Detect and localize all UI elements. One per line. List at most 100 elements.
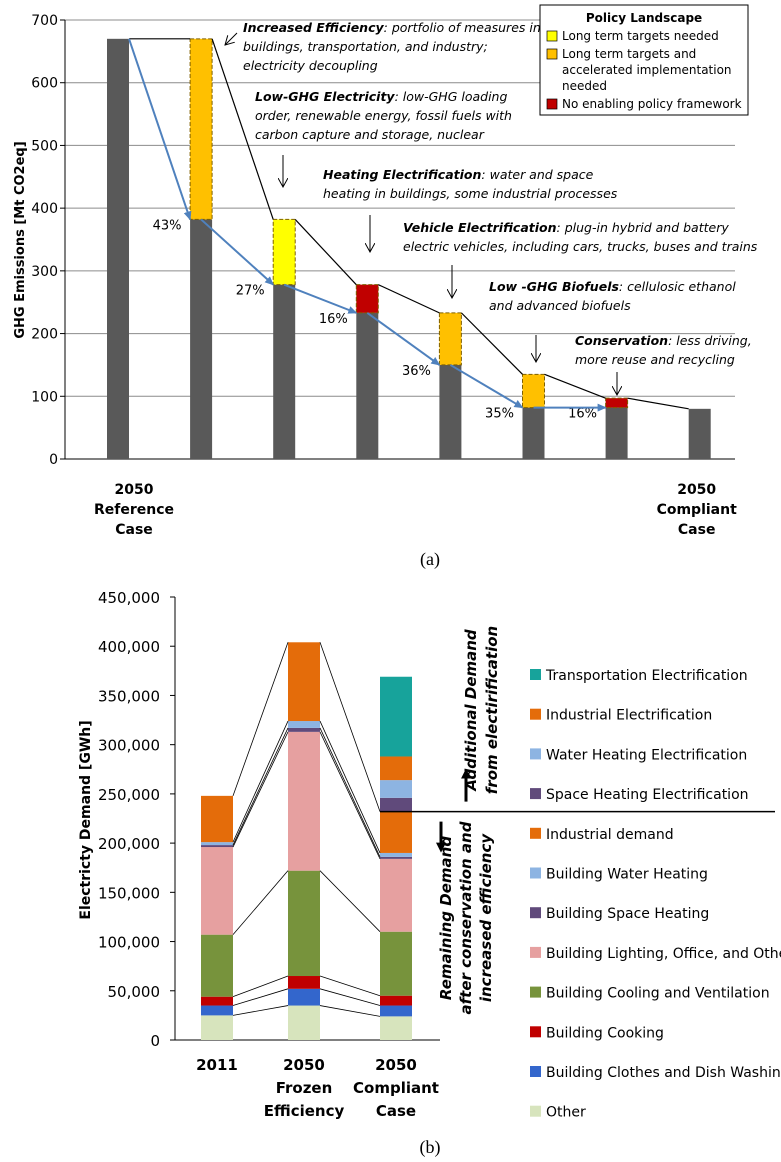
legend-label: Long term targets needed xyxy=(562,29,719,43)
layer-connector xyxy=(319,720,381,854)
annotation: increased efficiency xyxy=(477,833,495,1002)
annotation-title: Conservation xyxy=(575,333,668,348)
y-tick-label: 600 xyxy=(31,76,58,92)
annotation-text: order, renewable energy, fossil fuels wi… xyxy=(255,108,512,123)
legend-swatch xyxy=(530,907,541,919)
y-axis-label: Electricty Demand [GWh] xyxy=(78,720,94,919)
annotation: Vehicle Electrification: plug-in hybrid … xyxy=(403,220,729,235)
y-tick-label: 500 xyxy=(31,138,58,154)
x-tick-label: Compliant xyxy=(657,502,738,518)
layer-connector xyxy=(232,1005,289,1016)
bar xyxy=(190,219,213,459)
x-tick-label: Compliant xyxy=(353,1079,439,1097)
annotation-text: and advanced biofuels xyxy=(489,298,631,313)
step-connector xyxy=(294,219,357,286)
bar xyxy=(273,284,296,459)
y-tick-label: 100 xyxy=(31,389,58,405)
reduction-arrow xyxy=(449,364,524,409)
x-tick-label: Efficiency xyxy=(264,1102,345,1120)
annotation-text: : water and space xyxy=(481,167,593,182)
annotation-text: buildings, transportation, and industry; xyxy=(243,39,488,54)
y-tick-label: 300,000 xyxy=(98,737,160,755)
x-tick-label: Case xyxy=(115,522,153,538)
step-connector xyxy=(378,284,440,314)
bar-segment xyxy=(201,845,233,848)
annotation-text: more reuse and recycling xyxy=(575,352,735,367)
bar-segment xyxy=(380,811,412,853)
bar-segment xyxy=(288,1005,320,1040)
x-tick-label: 2011 xyxy=(196,1056,238,1074)
legend-swatch xyxy=(530,1066,541,1077)
share-label: 43% xyxy=(153,218,182,233)
bar-segment xyxy=(380,780,412,798)
y-tick-label: 200,000 xyxy=(98,835,160,853)
step-connector xyxy=(627,397,689,410)
x-tick-label: 2050 xyxy=(283,1056,325,1074)
layer-connector xyxy=(232,642,289,796)
legend-label: Water Heating Electrification xyxy=(546,747,747,763)
bar xyxy=(605,407,628,459)
reduction-arrow xyxy=(283,283,358,314)
reduction-arrow xyxy=(200,218,274,286)
annotation-title: Low -GHG Biofuels xyxy=(489,279,619,294)
step-connector xyxy=(544,373,606,399)
share-label: 16% xyxy=(568,407,597,422)
layer-connector xyxy=(319,727,381,858)
reduction-bar xyxy=(355,284,379,314)
x-tick-label: Frozen xyxy=(276,1079,333,1097)
bar-segment xyxy=(201,842,233,846)
layer-connector xyxy=(319,642,381,812)
step-connector xyxy=(460,312,523,375)
y-tick-label: 50,000 xyxy=(108,983,161,1001)
y-tick-label: 150,000 xyxy=(98,884,160,902)
bar-segment xyxy=(201,996,233,1006)
bar-segment xyxy=(288,731,320,871)
x-tick-label: 2050 xyxy=(115,482,154,498)
y-tick-label: 400 xyxy=(31,201,58,217)
legend-title: Policy Landscape xyxy=(586,11,702,25)
legend-swatch xyxy=(530,669,541,680)
layer-connector xyxy=(232,870,289,935)
bar-segment xyxy=(380,797,412,812)
legend-label: Building Water Heating xyxy=(546,867,708,883)
bar xyxy=(688,408,711,459)
bar-segment xyxy=(380,676,412,757)
legend-label: Space Heating Electrification xyxy=(546,787,749,803)
bar-segment xyxy=(288,988,320,1006)
bar-segment xyxy=(201,847,233,935)
x-tick-label: Case xyxy=(376,1102,416,1120)
annotation: Low -GHG Biofuels: cellulosic ethanol xyxy=(489,279,736,294)
annotation-title: Vehicle Electrification xyxy=(403,220,557,235)
layer-connector xyxy=(232,727,289,846)
bar-segment xyxy=(288,727,320,732)
layer-connector xyxy=(232,731,289,848)
reduction-bar xyxy=(438,312,462,366)
y-axis-label: GHG Emissions [Mt CO2eq] xyxy=(13,141,28,338)
annotation: Increased Efficiency: portfolio of measu… xyxy=(243,20,541,35)
reduction-bar xyxy=(189,38,213,220)
legend-swatch xyxy=(530,1026,541,1038)
legend-box xyxy=(539,4,749,116)
legend-swatch xyxy=(546,30,558,42)
annotation-text: electricity decoupling xyxy=(243,58,378,73)
share-label: 16% xyxy=(319,312,348,327)
caption: (a) xyxy=(420,549,440,570)
y-tick-label: 100,000 xyxy=(98,934,160,952)
bar xyxy=(107,38,129,460)
x-tick-label: 2050 xyxy=(375,1056,417,1074)
x-tick-label: Case xyxy=(678,522,716,538)
legend-swatch xyxy=(530,827,541,839)
annotation: after conservation and xyxy=(457,821,475,1014)
layer-connector xyxy=(232,988,289,1006)
bar-segment xyxy=(380,1016,412,1040)
reduction-bar xyxy=(272,218,296,286)
legend-swatch xyxy=(530,748,541,760)
legend-label: Building Clothes and Dish Washing xyxy=(546,1065,781,1081)
bar-segment xyxy=(380,995,412,1006)
bar-segment xyxy=(380,858,412,932)
step-connector xyxy=(211,38,274,220)
bar-segment xyxy=(380,856,412,859)
y-tick-label: 300 xyxy=(31,264,58,280)
